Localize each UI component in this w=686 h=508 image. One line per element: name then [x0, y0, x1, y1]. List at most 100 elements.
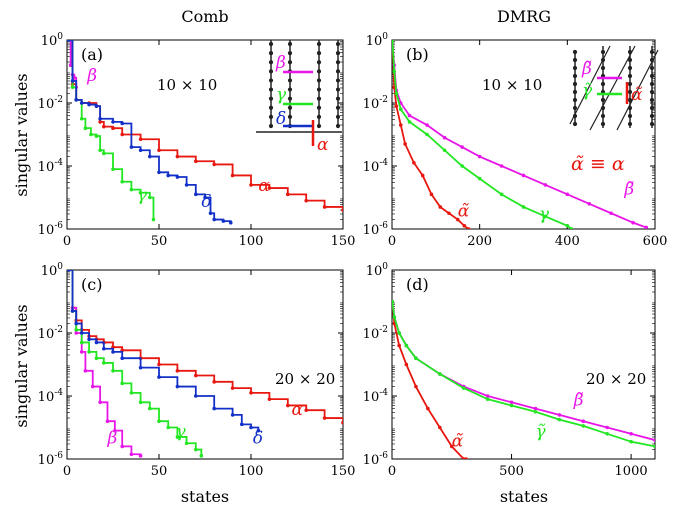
data-point	[83, 369, 88, 373]
data-point	[240, 422, 244, 427]
data-point	[267, 186, 272, 190]
inset-label-beta: β	[275, 53, 286, 73]
series-annotation: γ	[137, 186, 148, 206]
data-point	[72, 76, 77, 80]
x-tick-label: 200	[467, 234, 492, 249]
site-dot	[649, 57, 655, 63]
y-tick-label: 10-6	[363, 451, 389, 468]
x-tick-label: 0	[63, 234, 71, 249]
data-point	[404, 362, 409, 367]
data-point	[249, 425, 253, 430]
data-point	[98, 400, 102, 405]
data-point	[175, 384, 180, 389]
data-point	[653, 444, 655, 449]
data-point	[322, 205, 327, 209]
size-label: 10 × 10	[482, 76, 542, 94]
x-tick-label: 100	[239, 234, 264, 249]
site-dot	[316, 123, 322, 129]
site-dot	[335, 60, 341, 65]
x-tick-label: 150	[331, 234, 356, 249]
data-point	[98, 120, 102, 124]
data-point	[543, 183, 548, 187]
data-point	[157, 419, 161, 424]
data-point	[460, 164, 464, 168]
site-dot	[268, 69, 274, 74]
data-point	[87, 350, 91, 354]
data-point	[533, 409, 538, 414]
series-annotation: α	[291, 400, 303, 420]
site-dot	[316, 114, 322, 119]
data-point	[148, 406, 152, 411]
data-point	[102, 346, 106, 351]
data-point	[398, 123, 403, 127]
data-point	[138, 190, 143, 195]
site-dot	[649, 81, 655, 87]
panel-2: 100 10-2 10-4 10-60 50 100 150 α β γ δ (c) 20 × 20	[38, 262, 356, 479]
series-annotation: δ	[253, 428, 263, 448]
series-line	[392, 40, 647, 229]
data-point	[166, 425, 170, 430]
site-dot	[287, 78, 293, 83]
data-point	[129, 452, 134, 457]
y-tick-label: 10-4	[363, 388, 389, 405]
site-dot	[335, 123, 341, 129]
x-tick-label: 50	[151, 464, 168, 479]
data-point	[629, 432, 633, 436]
data-point	[70, 85, 75, 90]
site-dot	[600, 97, 606, 103]
series-annotation: β̃	[573, 390, 584, 410]
data-point	[230, 173, 235, 178]
data-point	[79, 116, 84, 121]
series-annotation: δ	[201, 192, 211, 212]
data-point	[557, 417, 562, 422]
data-point	[509, 400, 514, 405]
y-tick-label: 10-6	[363, 221, 389, 238]
data-point	[587, 202, 592, 206]
y-tick-label: 10-2	[38, 95, 63, 112]
data-point	[157, 375, 161, 379]
y-tick-label: 10-2	[38, 325, 63, 342]
data-point	[249, 391, 253, 395]
site-dot	[268, 60, 274, 65]
data-point	[426, 406, 430, 411]
data-point	[70, 309, 75, 313]
data-point	[120, 444, 124, 449]
site-dot	[316, 60, 322, 65]
data-point	[70, 79, 75, 83]
data-point	[157, 170, 161, 175]
y-tick-label: 100	[41, 32, 64, 49]
data-point	[447, 211, 451, 216]
site-dot	[287, 51, 293, 56]
series-annotation: α̃	[452, 431, 464, 451]
plot-frame	[66, 39, 344, 230]
data-point	[94, 356, 99, 361]
series-line	[68, 270, 203, 456]
site-dot	[316, 69, 322, 74]
site-dot	[287, 105, 293, 110]
series-group	[392, 40, 649, 229]
data-point	[304, 408, 309, 412]
site-dot	[600, 105, 606, 111]
y-tick-label: 10-4	[363, 158, 389, 175]
site-dot	[572, 105, 578, 111]
data-point	[212, 406, 216, 411]
data-point	[521, 173, 526, 178]
data-point	[79, 331, 84, 335]
data-point	[485, 394, 490, 398]
data-point	[113, 428, 117, 433]
data-point	[74, 328, 78, 332]
data-point	[477, 176, 482, 181]
equivalence-note: α̃ ≡ α	[571, 153, 625, 175]
data-point	[79, 340, 84, 345]
data-point	[429, 192, 434, 197]
x-tick-label: 50	[151, 234, 168, 249]
series-line	[392, 301, 467, 459]
data-point	[477, 154, 482, 159]
site-dot	[335, 114, 341, 119]
data-point	[230, 386, 235, 390]
data-point	[111, 126, 115, 130]
data-point	[194, 373, 198, 378]
data-point	[499, 164, 504, 168]
series-annotation: α̃	[458, 201, 470, 221]
